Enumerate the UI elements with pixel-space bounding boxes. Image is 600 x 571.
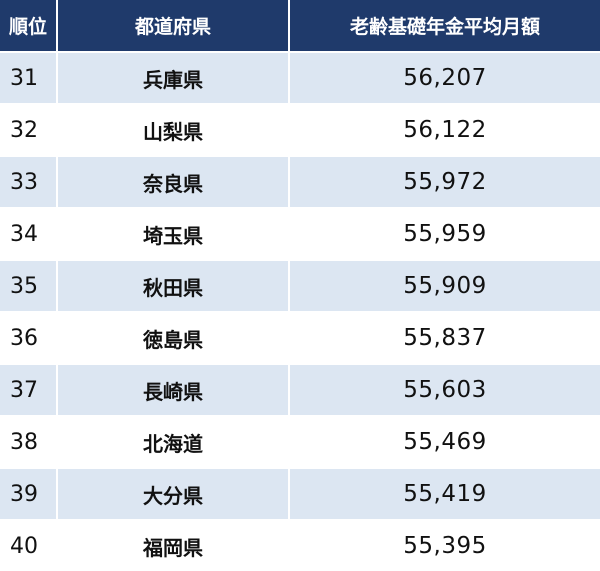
amt-cell: 56,207 xyxy=(290,53,600,103)
pref-cell: 長崎県 xyxy=(58,365,288,415)
pref-cell: 奈良県 xyxy=(58,157,288,207)
header-cell: 老齢基礎年金平均月額 xyxy=(290,0,600,51)
pref-cell: 徳島県 xyxy=(58,313,288,363)
header-cell: 順位 xyxy=(0,0,56,51)
rank-cell: 39 xyxy=(0,469,56,519)
pref-cell: 山梨県 xyxy=(58,105,288,155)
rank-cell: 33 xyxy=(0,157,56,207)
rank-cell: 38 xyxy=(0,417,56,467)
amt-cell: 55,959 xyxy=(290,209,600,259)
amt-cell: 55,972 xyxy=(290,157,600,207)
amt-cell: 55,395 xyxy=(290,521,600,571)
pref-cell: 兵庫県 xyxy=(58,53,288,103)
header-cell: 都道府県 xyxy=(58,0,288,51)
rank-cell: 35 xyxy=(0,261,56,311)
pref-cell: 秋田県 xyxy=(58,261,288,311)
rank-cell: 32 xyxy=(0,105,56,155)
amt-cell: 55,603 xyxy=(290,365,600,415)
amt-cell: 55,469 xyxy=(290,417,600,467)
rank-cell: 34 xyxy=(0,209,56,259)
pref-cell: 大分県 xyxy=(58,469,288,519)
rank-cell: 31 xyxy=(0,53,56,103)
amt-cell: 55,419 xyxy=(290,469,600,519)
pref-cell: 福岡県 xyxy=(58,521,288,571)
rank-cell: 37 xyxy=(0,365,56,415)
pref-cell: 北海道 xyxy=(58,417,288,467)
amt-cell: 56,122 xyxy=(290,105,600,155)
amt-cell: 55,909 xyxy=(290,261,600,311)
rank-cell: 36 xyxy=(0,313,56,363)
rank-cell: 40 xyxy=(0,521,56,571)
amt-cell: 55,837 xyxy=(290,313,600,363)
pref-cell: 埼玉県 xyxy=(58,209,288,259)
